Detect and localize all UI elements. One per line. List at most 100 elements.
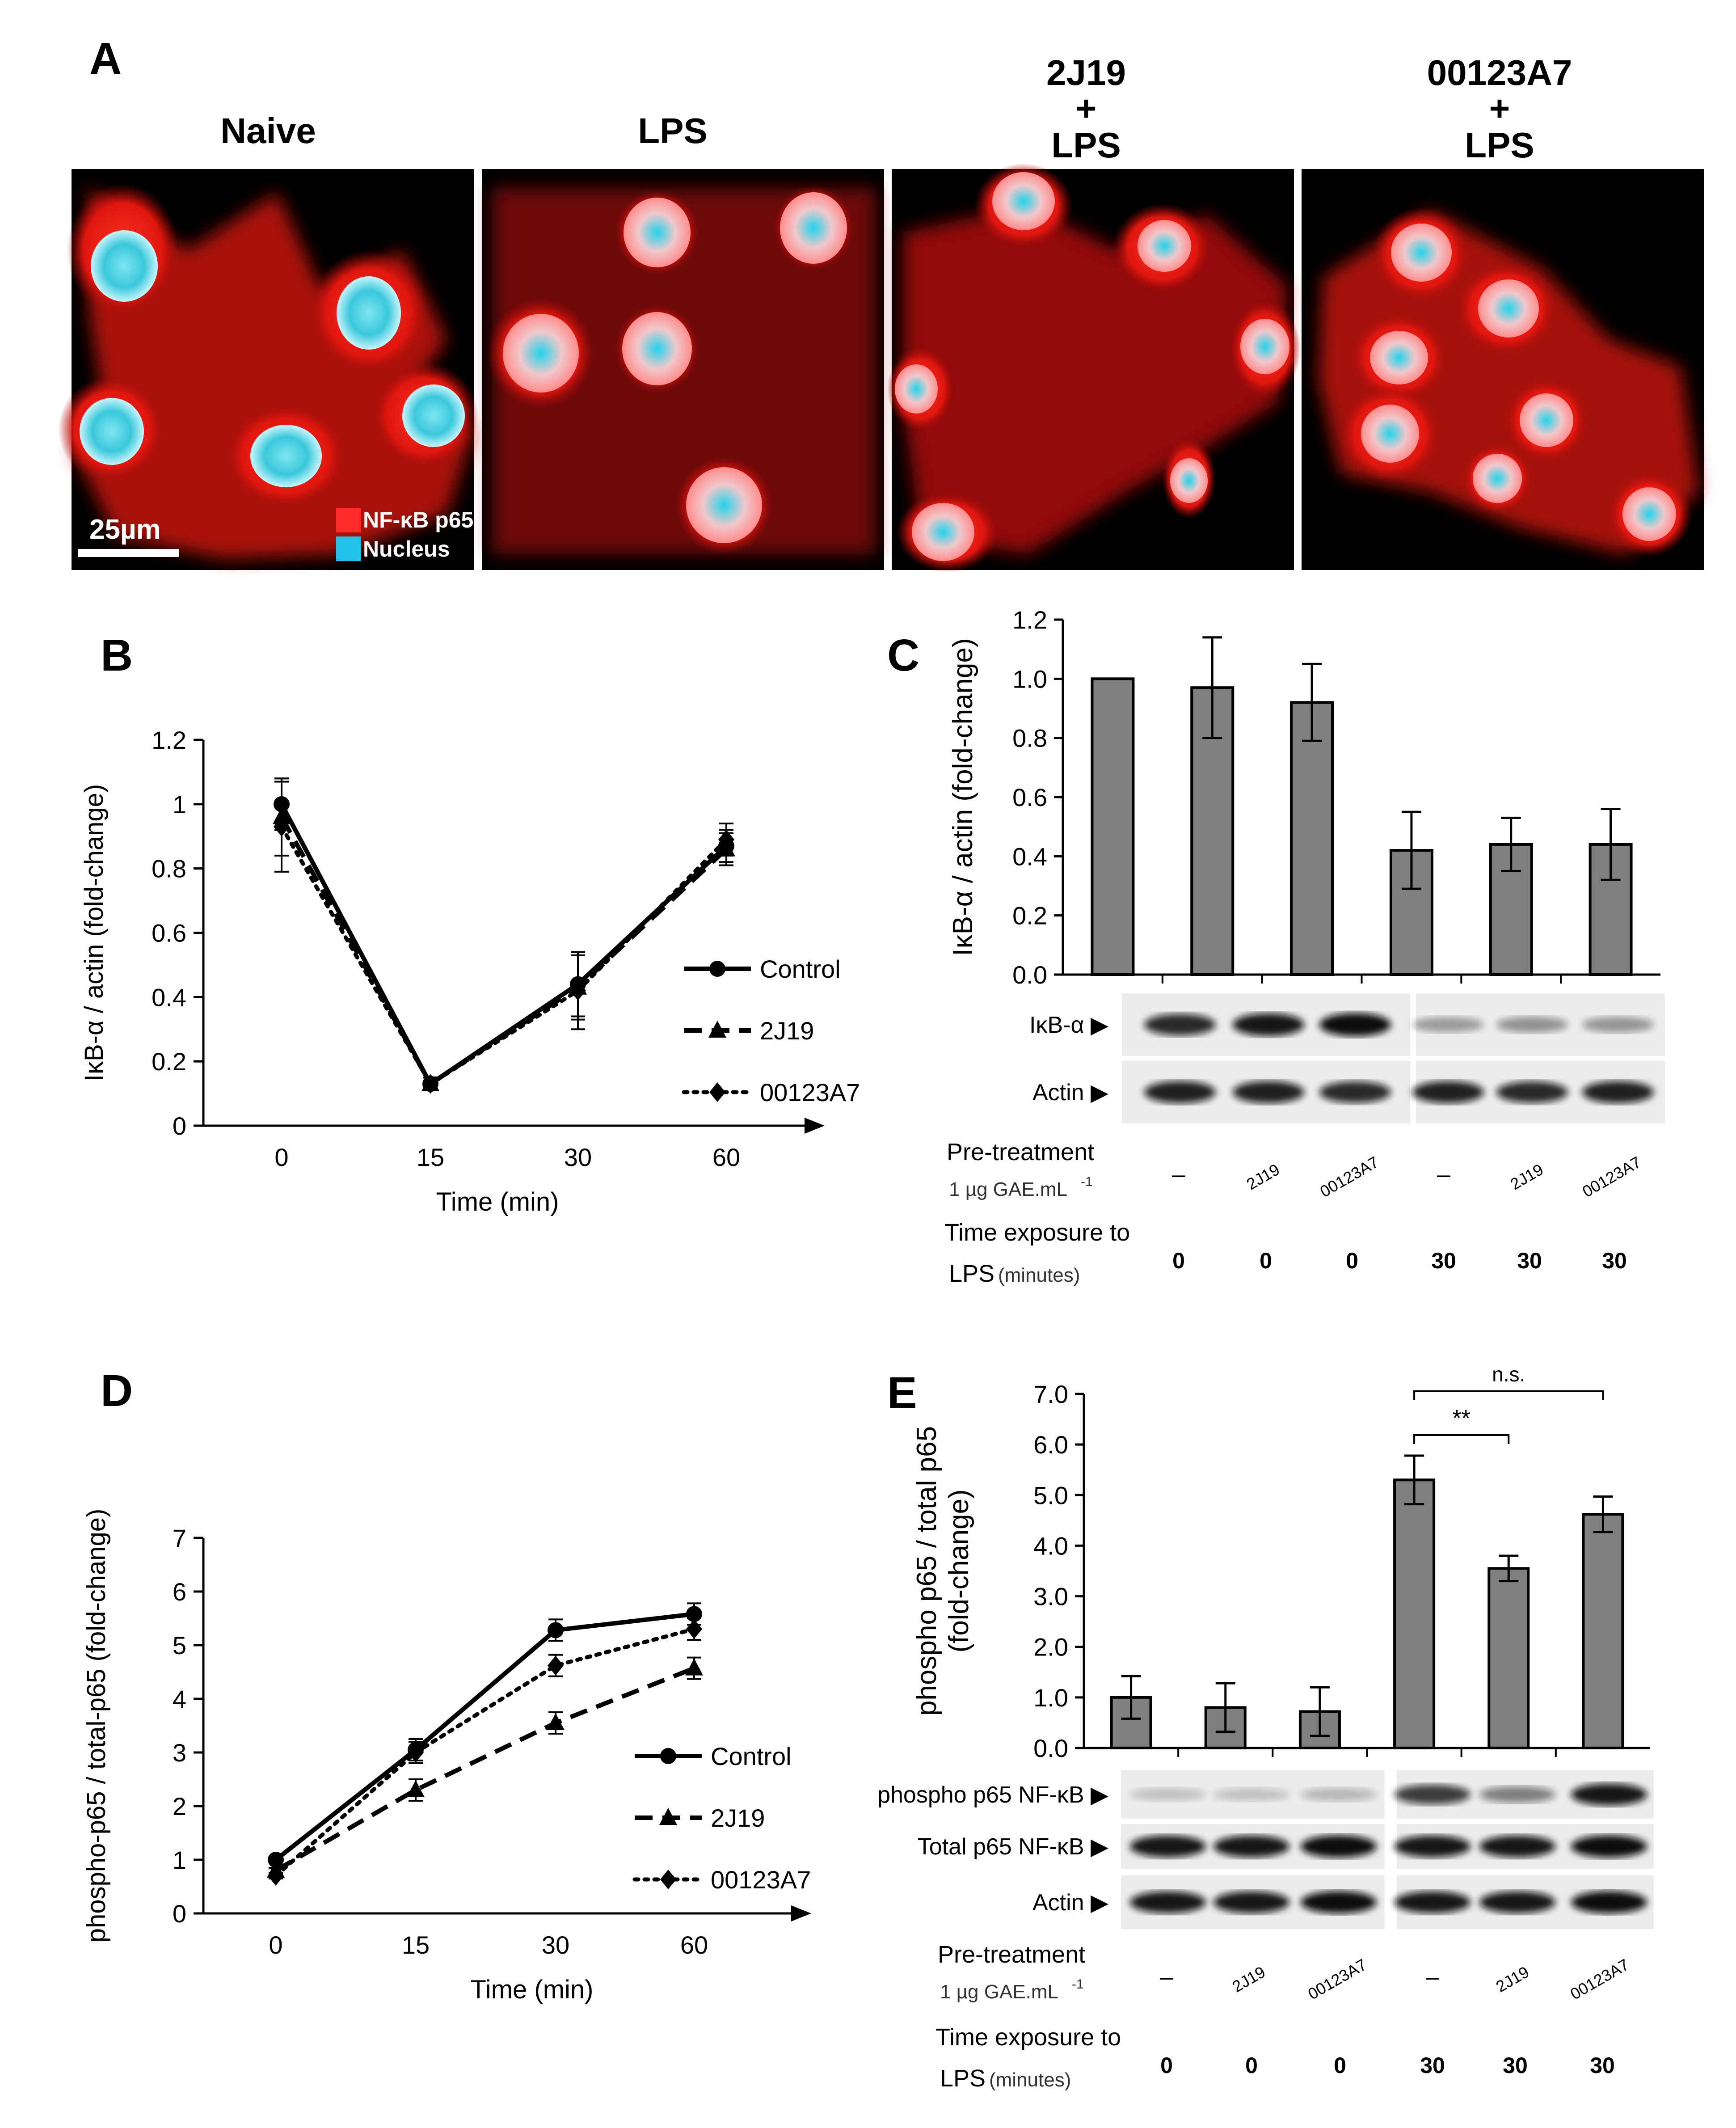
bar-2 (1290, 701, 1334, 976)
data-point-0 (268, 1852, 284, 1868)
legend-label: Control (711, 1742, 792, 1770)
y-tick-label: 4.0 (1033, 1532, 1068, 1560)
y-tick-label: 3 (173, 1739, 186, 1767)
pretreatment-value: 2J19 (1493, 1963, 1532, 1996)
panel-letter-a: A (89, 34, 122, 84)
bar-3 (1393, 1478, 1436, 1749)
time-exposure-label: Time exposure to (935, 2024, 1121, 2051)
blot-band (1319, 1081, 1391, 1103)
panel-letter-c: C (887, 630, 919, 680)
condition-title-2j19-line2: + (1076, 89, 1097, 128)
blot-band (1214, 1891, 1289, 1913)
time-exposure-unit: (minutes) (998, 1264, 1080, 1286)
blot-band (1214, 1835, 1289, 1858)
pretreatment-dose: 1 µg GAE.mL (940, 1981, 1058, 2003)
blot-row-label: Actin ▶ (1032, 1080, 1108, 1106)
micrograph-00123a7-lps (1302, 169, 1704, 570)
data-point-2 (274, 817, 290, 837)
y-axis-label: IκB-α / actin (fold-change) (948, 638, 978, 956)
blot-band (1319, 1013, 1391, 1036)
legend-label-nucleus: Nucleus (363, 536, 450, 562)
y-tick-label: 5.0 (1033, 1481, 1068, 1509)
blot-band (1130, 1891, 1206, 1913)
pretreatment-dose: 1 µg GAE.mL (949, 1178, 1067, 1200)
condition-title-naive: Naive (220, 111, 316, 151)
y-tick-label: 0.6 (1012, 783, 1047, 811)
condition-title-lps: LPS (638, 111, 708, 151)
legend-marker-2 (709, 1082, 725, 1102)
time-exposure-label: Time exposure to (944, 1219, 1130, 1246)
time-value: 30 (1503, 2053, 1528, 2078)
blot-band (1130, 1788, 1206, 1801)
y-tick-label: 1.2 (1012, 606, 1047, 634)
legend-marker-2 (660, 1870, 676, 1889)
time-value: 0 (1245, 2053, 1258, 2078)
blot-band (1395, 1835, 1471, 1858)
pretreatment-value: 00123A7 (1567, 1955, 1632, 2003)
y-axis-label: phospho-p65 / total-p65 (fold-change) (82, 1509, 111, 1943)
bar-4 (1487, 1567, 1530, 1749)
data-point-2 (548, 1655, 564, 1676)
time-value: 30 (1602, 1248, 1627, 1273)
y-tick-label: 5 (173, 1631, 186, 1659)
pretreatment-dose-sup: -1 (1081, 1174, 1093, 1189)
significance-bracket-ns (1413, 1390, 1604, 1400)
blot-row-label: Total p65 NF-κB ▶ (918, 1834, 1108, 1860)
bar-1 (1190, 686, 1235, 976)
series-line-0 (279, 803, 728, 1087)
pretreatment-value: – (1437, 1161, 1450, 1188)
legend-label: Control (760, 955, 841, 983)
condition-title-2j19-line3: LPS (1051, 125, 1121, 165)
blot-band (1301, 1891, 1377, 1913)
blot-band (1571, 1835, 1647, 1858)
legend-label: 00123A7 (760, 1078, 860, 1106)
micrograph-lps (482, 169, 884, 570)
data-point-2 (268, 1866, 284, 1886)
y-tick-label: 0.8 (152, 855, 186, 883)
blot-band (1479, 1891, 1555, 1913)
micrograph-2j19-lps (887, 163, 1301, 572)
condition-title-00123a7-line2: + (1489, 89, 1510, 128)
bar-5 (1582, 1513, 1624, 1749)
micrograph-row: 25µm NF-κB p65 Nucleus (58, 163, 1704, 572)
legend-marker-1 (659, 1808, 677, 1825)
significance-star: ** (1452, 1406, 1470, 1431)
condition-title-00123a7-line3: LPS (1465, 125, 1534, 165)
y-tick-label: 6.0 (1033, 1431, 1068, 1459)
time-value: 30 (1590, 2053, 1615, 2078)
legend-label: 2J19 (760, 1017, 814, 1045)
blot-band (1412, 1017, 1484, 1033)
stain-legend: NF-κB p65 Nucleus (336, 507, 473, 562)
data-point-2 (686, 1619, 702, 1639)
blot-band (1395, 1891, 1471, 1913)
x-axis-label: Time (min) (471, 1975, 594, 2004)
time-value: 0 (1172, 1248, 1185, 1273)
blot-band (1144, 1081, 1216, 1103)
series-line-2 (279, 824, 729, 1087)
x-tick-label: 15 (402, 1931, 430, 1959)
pretreatment-value: 00123A7 (1317, 1153, 1382, 1201)
y-tick-label: 0 (173, 1900, 186, 1928)
y-axis-label: IκB-α / actin (fold-change) (80, 784, 109, 1081)
pretreatment-value: 2J19 (1243, 1160, 1283, 1194)
y-tick-label: 0.4 (152, 983, 186, 1011)
data-point-1 (407, 1780, 425, 1797)
blot-band (1412, 1081, 1484, 1103)
x-tick-label: 0 (274, 1143, 288, 1171)
condition-title-2j19-line1: 2J19 (1046, 53, 1126, 93)
scale-bar (78, 549, 179, 557)
y-axis-label: phospho p65 / total p65 (911, 1426, 942, 1716)
series-line-1 (279, 816, 728, 1087)
blot-row-label: IκB-α ▶ (1029, 1012, 1108, 1038)
legend-label: 00123A7 (711, 1866, 811, 1894)
y-tick-label: 7 (173, 1524, 186, 1552)
y-tick-label: 2.0 (1033, 1633, 1068, 1661)
data-point-0 (548, 1622, 564, 1638)
blot-conditions-c: Pre-treatment 1 µg GAE.mL -1 Time exposure … (944, 1139, 1644, 1287)
y-tick-label: 2 (173, 1792, 186, 1820)
y-tick-label: 1 (173, 790, 186, 819)
scale-bar-label: 25µm (89, 514, 161, 545)
x-tick-label: 30 (542, 1931, 569, 1959)
pretreatment-label: Pre-treatment (947, 1139, 1094, 1165)
